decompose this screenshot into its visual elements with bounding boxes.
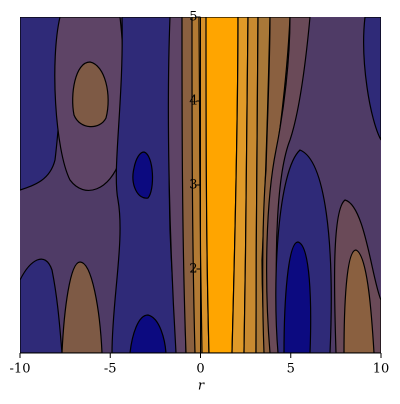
x-tick-label: 10 (373, 362, 390, 377)
x-tick-label: 0 (196, 362, 204, 377)
x-tick-label: -10 (10, 362, 31, 377)
x-tick-label: -5 (104, 362, 117, 377)
y-tick-label: 5 (189, 10, 197, 25)
y-tick-label: 4 (189, 94, 197, 109)
x-tick-label: 5 (287, 362, 295, 377)
y-tick-label: 3 (189, 178, 197, 193)
y-tick-label: 2 (189, 262, 197, 277)
x-axis-label: r (198, 379, 205, 394)
